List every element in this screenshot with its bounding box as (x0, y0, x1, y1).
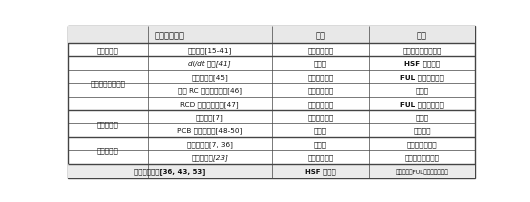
Text: 退磁和检测: 退磁和检测 (97, 47, 119, 54)
Bar (68, 164, 475, 178)
Text: 无盲区、可靠: 无盲区、可靠 (307, 74, 333, 80)
Text: 可变保护阈值: 可变保护阈值 (307, 154, 333, 160)
Text: HSF 易误触发: HSF 易误触发 (404, 60, 440, 67)
Text: 分流器检测: 分流器检测 (97, 147, 119, 154)
Text: RCD 型电流评估法[47]: RCD 型电流评估法[47] (180, 100, 239, 107)
Text: 无盲区、可靠: 无盲区、可靠 (307, 100, 333, 107)
Text: di/dt 检测[41]: di/dt 检测[41] (188, 60, 231, 67)
Text: 成本高、安装不便: 成本高、安装不便 (404, 154, 439, 160)
Text: PCB 型罗氏线圈[48-50]: PCB 型罗氏线圈[48-50] (177, 127, 242, 134)
Text: 短路检测方法: 短路检测方法 (155, 31, 185, 40)
Text: 非线性元件[23]: 非线性元件[23] (191, 154, 228, 160)
Text: 电流传感器: 电流传感器 (97, 120, 119, 127)
Text: HSF 响应快: HSF 响应快 (305, 168, 336, 174)
Text: 精度低: 精度低 (416, 114, 429, 120)
Text: 精度高: 精度高 (314, 140, 327, 147)
Text: 二极管式[15-41]: 二极管式[15-41] (188, 47, 232, 54)
Text: 电流评估法[45]: 电流评估法[45] (191, 74, 228, 80)
Text: 精度高: 精度高 (314, 127, 327, 134)
Text: 无盲区: 无盲区 (314, 60, 327, 67)
Text: 劣势: 劣势 (417, 31, 427, 40)
Text: 霍尔器件[7]: 霍尔器件[7] (196, 114, 224, 120)
Text: 简单、成本低: 简单、成本低 (307, 47, 333, 54)
Text: 同轴分流器[7, 36]: 同轴分流器[7, 36] (187, 140, 233, 147)
Text: 电路复杂: 电路复杂 (413, 127, 431, 134)
Text: 成本高: 成本高 (416, 87, 429, 94)
Text: 栅极电荷检测[36, 43, 53]: 栅极电荷检测[36, 43, 53] (134, 167, 206, 175)
Text: 寄生电感电压检测: 寄生电感电压检测 (91, 80, 126, 87)
Text: 损耗大、成本高: 损耗大、成本高 (407, 140, 437, 147)
Text: 不能检测到FUL区域以外的短路: 不能检测到FUL区域以外的短路 (396, 168, 448, 174)
Text: 两级 RC 型电流评估法[46]: 两级 RC 型电流评估法[46] (178, 87, 242, 94)
Text: 优势: 优势 (315, 31, 325, 40)
Text: 存在盲区、易误触发: 存在盲区、易误触发 (402, 47, 442, 54)
Text: FUL 电流峰值较高: FUL 电流峰值较高 (400, 74, 444, 80)
Text: 方便、无盲区: 方便、无盲区 (307, 114, 333, 120)
Text: 无盲区、可靠: 无盲区、可靠 (307, 87, 333, 94)
Text: FUL 电流峰值较高: FUL 电流峰值较高 (400, 100, 444, 107)
